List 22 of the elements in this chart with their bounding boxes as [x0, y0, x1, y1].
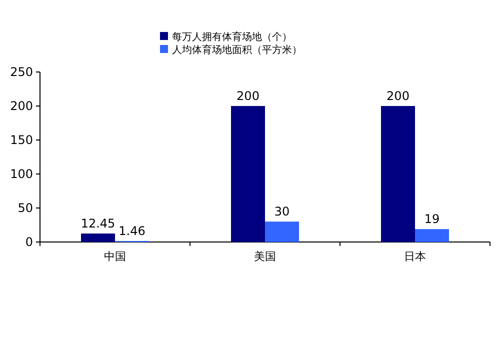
legend-label: 每万人拥有体育场地（个） — [172, 31, 292, 43]
data-label: 200 — [236, 89, 260, 103]
bar — [381, 106, 415, 242]
bar — [231, 106, 265, 242]
legend-label: 人均体育场地面积（平方米） — [172, 44, 302, 56]
y-tick-label: 50 — [18, 201, 33, 215]
data-label: 19 — [424, 212, 440, 226]
y-tick-label: 150 — [10, 133, 33, 147]
y-tick-label: 100 — [10, 167, 33, 181]
bar — [81, 234, 115, 242]
data-label: 12.45 — [80, 216, 116, 231]
x-tick-label: 日本 — [404, 250, 426, 263]
bar — [265, 222, 299, 242]
y-tick-label: 0 — [25, 235, 33, 249]
data-label: 200 — [386, 89, 410, 103]
x-tick-label: 中国 — [104, 250, 126, 263]
data-label: 1.46 — [118, 224, 146, 238]
bar — [415, 229, 449, 242]
x-tick-label: 美国 — [254, 250, 276, 263]
y-tick-label: 250 — [10, 65, 33, 79]
data-label: 30 — [274, 204, 290, 219]
y-tick-label: 200 — [10, 99, 33, 113]
